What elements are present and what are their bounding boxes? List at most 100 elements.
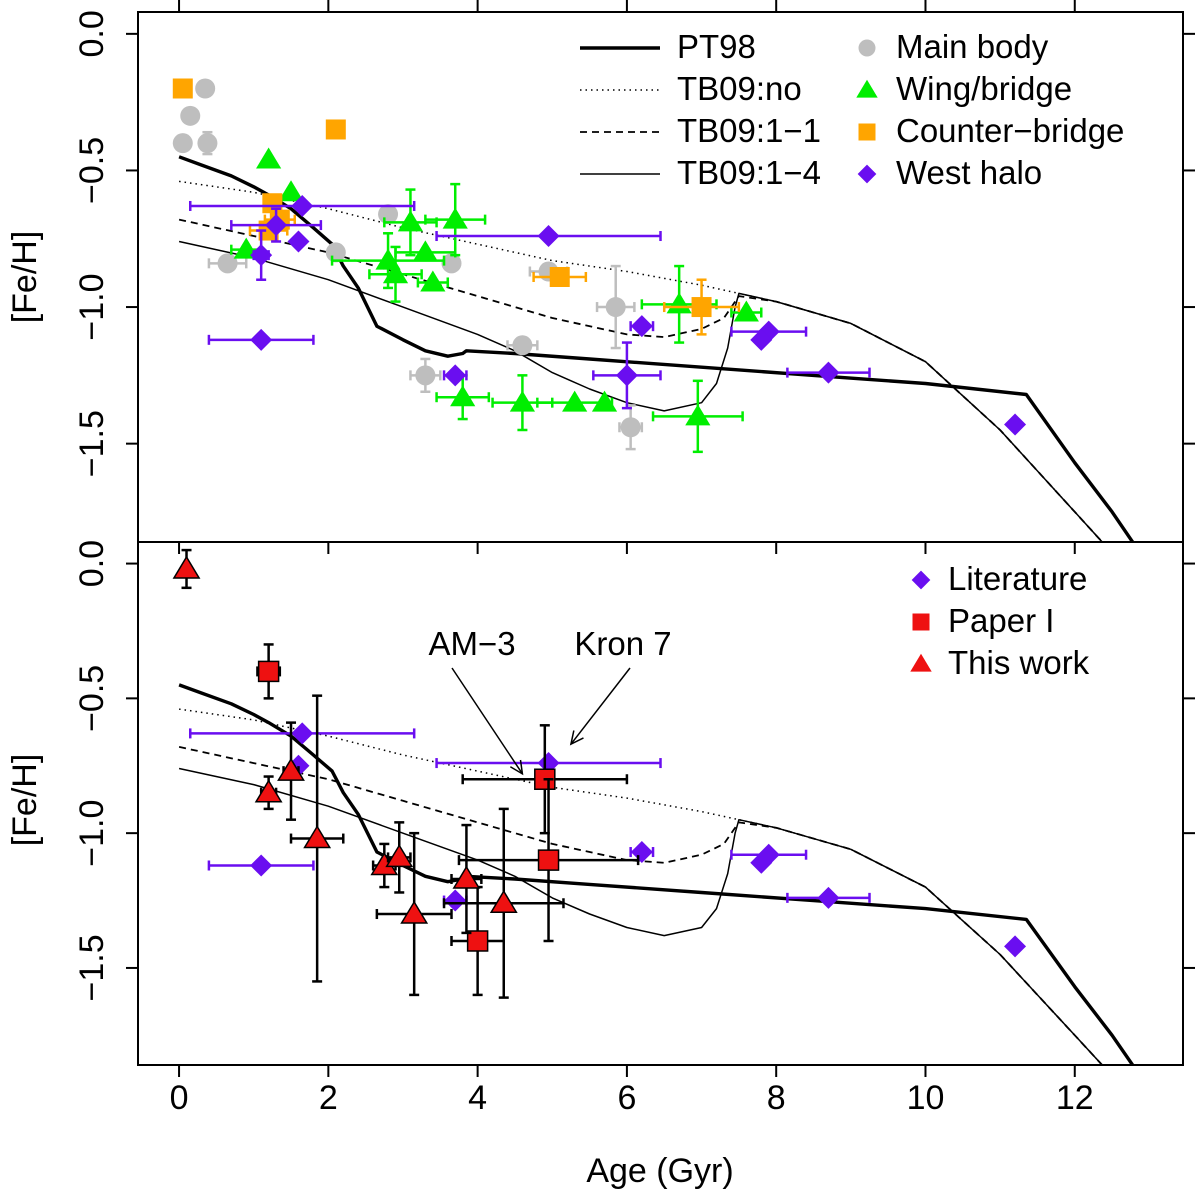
bottom-this-work-point <box>375 831 453 997</box>
square-marker <box>549 267 570 287</box>
bottom-curve-tb09-1-4 <box>178 767 1104 1065</box>
bottom-paper-i-point <box>256 643 282 700</box>
bottom-literature-point <box>1004 935 1027 958</box>
bottom-literature-point <box>629 841 655 864</box>
legend-label: TB09:1−1 <box>677 112 821 149</box>
top-wing-bridge-point <box>730 300 763 322</box>
top-west-halo-point <box>435 225 662 248</box>
top-west-halo-point <box>442 364 468 387</box>
top-west-halo-point <box>750 328 773 351</box>
top-wing-bridge-point <box>651 379 744 454</box>
circle-marker <box>180 105 201 126</box>
diamond-marker <box>615 364 638 387</box>
triangle-marker <box>442 207 468 229</box>
bottom-this-work-point <box>254 775 283 811</box>
annotation-arrow <box>570 667 631 745</box>
square-marker <box>172 78 193 99</box>
bottom-this-work-point <box>277 721 305 821</box>
bottom-curves <box>178 683 1135 1065</box>
top-main-body-point <box>595 264 636 350</box>
top-main-body-point <box>172 133 193 154</box>
annotation-arrowhead <box>509 759 524 776</box>
top-wing-bridge-point <box>278 180 304 202</box>
bottom-curve-pt98 <box>178 683 1135 1065</box>
diamond-marker <box>630 315 653 338</box>
triangle-marker <box>385 843 414 868</box>
triangle-marker <box>172 555 201 579</box>
triangle-marker <box>256 147 282 169</box>
top-counter-bridge-point <box>172 78 193 99</box>
legend-label: Counter−bridge <box>896 112 1124 149</box>
circle-marker <box>325 242 346 263</box>
diamond-marker <box>250 854 273 877</box>
legend-label: Main body <box>896 28 1049 65</box>
top-west-halo-point <box>207 328 315 351</box>
top-points <box>172 78 1027 454</box>
square-marker <box>691 297 712 318</box>
top-wing-bridge-point <box>591 390 618 412</box>
triangle-marker <box>489 889 518 913</box>
y-tick-label: −0.5 <box>73 665 111 732</box>
top-main-body-point <box>618 404 644 451</box>
top-wing-bridge-point <box>383 188 438 257</box>
circle-marker <box>217 253 238 274</box>
triangle-marker <box>562 390 588 412</box>
annotation-label: Kron 7 <box>574 625 671 662</box>
triangle-marker <box>412 240 438 262</box>
diamond-marker <box>1004 935 1027 958</box>
legend-label: PT98 <box>677 28 756 65</box>
x-tick-label: 12 <box>1056 1079 1094 1117</box>
circle-marker <box>172 133 193 154</box>
legend-label: TB09:no <box>677 70 802 107</box>
triangle-marker <box>450 385 476 407</box>
top-main-body-point <box>409 357 442 393</box>
legend-label: This work <box>948 644 1090 681</box>
circle-marker <box>415 365 436 386</box>
diamond-marker <box>750 328 773 351</box>
top-wing-bridge-point <box>256 147 282 169</box>
triangle-marker <box>397 210 424 232</box>
x-tick-label: 2 <box>319 1079 338 1117</box>
top-west-halo-point <box>629 315 655 338</box>
bottom-legend: Literature Paper I This work <box>910 560 1090 681</box>
legend-label: West halo <box>896 154 1042 191</box>
top-west-halo-point <box>287 230 310 253</box>
legend-diamond-marker <box>911 570 931 590</box>
diamond-marker <box>287 230 310 253</box>
square-marker <box>466 930 489 952</box>
triangle-marker <box>303 825 332 849</box>
x-tick-label: 4 <box>468 1079 487 1117</box>
bottom-this-work-point <box>442 807 565 999</box>
legend-triangle-marker <box>910 653 932 672</box>
top-main-body-point <box>180 105 201 126</box>
bottom-literature-point <box>786 886 871 909</box>
annotation-arrowhead <box>569 730 584 746</box>
bottom-this-work-point <box>450 823 483 935</box>
top-main-body-point <box>207 253 248 274</box>
diamond-marker <box>250 328 273 351</box>
top-west-halo-point <box>250 229 273 281</box>
legend-square-marker <box>858 123 876 141</box>
top-west-halo-point <box>1004 413 1027 436</box>
bottom-this-work-point <box>385 821 414 894</box>
top-west-halo-point <box>230 207 323 243</box>
square-marker <box>537 849 560 871</box>
circle-marker <box>195 78 216 99</box>
triangle-marker <box>685 404 711 426</box>
y-tick-label: −0.5 <box>73 137 111 204</box>
bottom-annotations: AM−3 Kron 7 <box>428 625 672 776</box>
top-counter-bridge-point <box>532 267 588 287</box>
square-marker <box>325 119 346 140</box>
diamond-marker <box>1004 413 1027 436</box>
diamond-marker <box>750 851 773 874</box>
top-wing-bridge-point <box>394 240 457 262</box>
top-curve-tb09-no <box>178 180 1104 542</box>
bottom-panel: 0 2 4 6 8 10 12 0.0 −0.5 −1.0 −1.5 [Fe/H] Literature… <box>6 540 1195 1117</box>
triangle-marker <box>420 270 446 292</box>
triangle-marker <box>254 779 283 803</box>
top-curve-tb09-1-4 <box>178 240 1104 542</box>
bottom-literature-point <box>750 851 773 874</box>
triangle-marker <box>666 292 692 314</box>
circle-marker <box>620 417 641 438</box>
